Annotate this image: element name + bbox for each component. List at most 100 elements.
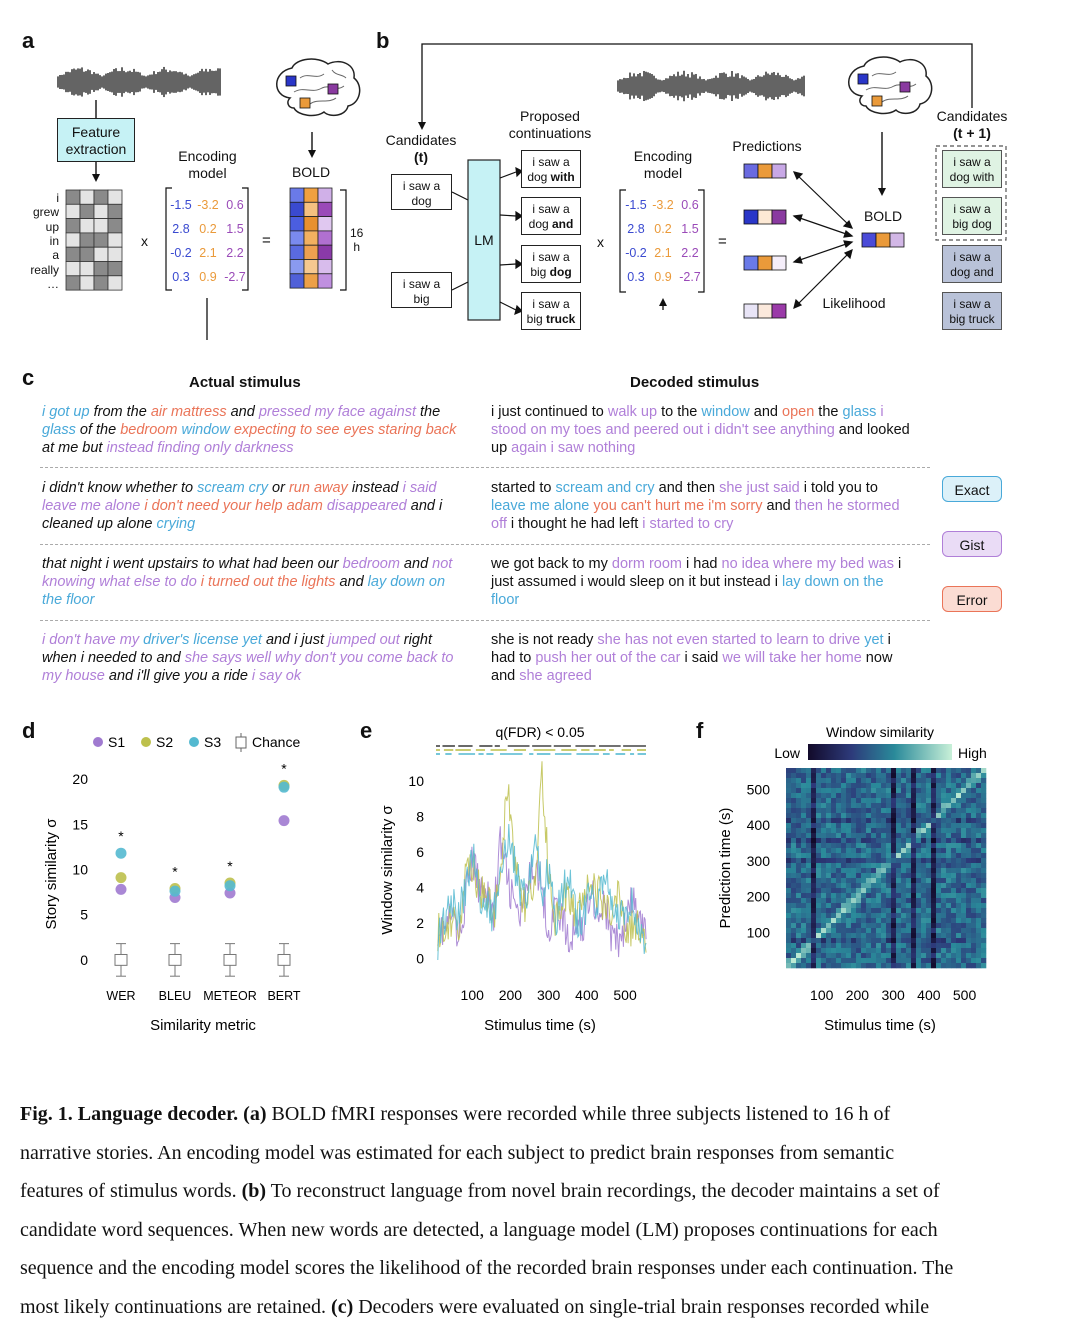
actual-stimulus-header: Actual stimulus: [189, 374, 301, 391]
heatmap-cell: [906, 833, 912, 839]
heatmap-cell: [916, 813, 922, 819]
heatmap-cell: [851, 778, 857, 784]
heatmap-cell: [876, 943, 882, 949]
heatmap-cell: [891, 958, 897, 964]
gist-match-span: then he stormed off: [491, 498, 900, 532]
heatmap-cell: [796, 773, 802, 779]
heatmap-cell: [816, 828, 822, 834]
heatmap-cell: [806, 863, 812, 869]
heatmap-cell: [836, 863, 842, 869]
heatmap-cell: [851, 863, 857, 869]
heatmap-cell: [881, 888, 887, 894]
times-sign-b: x: [597, 234, 604, 250]
heatmap-cell: [861, 948, 867, 954]
heatmap-cell: [786, 813, 792, 819]
heatmap-cell: [826, 873, 832, 879]
heatmap-cell: [866, 778, 872, 784]
heatmap-cell: [861, 798, 867, 804]
heatmap-cell: [811, 868, 817, 874]
heatmap-cell: [811, 898, 817, 904]
heatmap-cell: [816, 888, 822, 894]
chance-legend-icon: [235, 736, 247, 749]
x-tick-label: 300: [881, 987, 905, 1003]
heatmap-cell: [876, 893, 882, 899]
heatmap-cell: [866, 943, 872, 949]
heatmap-cell: [881, 908, 887, 914]
heatmap-cell: [951, 923, 957, 929]
heatmap-cell: [971, 938, 977, 944]
heatmap-cell: [826, 893, 832, 899]
caption-text: features of stimulus words.: [20, 1180, 242, 1203]
exact-match-span: window: [701, 404, 750, 420]
heatmap-cell: [876, 953, 882, 959]
heatmap-cell: [861, 768, 867, 774]
continuation-new-word: with: [550, 170, 575, 184]
heatmap-cell: [816, 878, 822, 884]
heatmap-cell: [801, 963, 807, 969]
heatmap-cell: [936, 783, 942, 789]
heatmap-cell: [906, 943, 912, 949]
heatmap-cell: [886, 938, 892, 944]
encoding-model-label-b: Encoding model: [633, 148, 693, 181]
heatmap-cell: [956, 788, 962, 794]
heatmap-cell: [836, 768, 842, 774]
heatmap-cell: [896, 768, 902, 774]
heatmap-cell: [831, 788, 837, 794]
heatmap-cell: [961, 818, 967, 824]
heatmap-cell: [871, 908, 877, 914]
heatmap-cell: [861, 808, 867, 814]
heatmap-cell: [841, 963, 847, 969]
heatmap-cell: [896, 943, 902, 949]
heatmap-cell: [891, 933, 897, 939]
heatmap-cell: [921, 958, 927, 964]
heatmap-cell: [866, 953, 872, 959]
heatmap-cell: [826, 908, 832, 914]
heatmap-cell: [891, 923, 897, 929]
heatmap-cell: [871, 918, 877, 924]
heatmap-cell: [951, 778, 957, 784]
heatmap-cell: [816, 853, 822, 859]
heatmap-cell: [926, 783, 932, 789]
heatmap-cell: [816, 793, 822, 799]
heatmap-cell: [951, 918, 957, 924]
heatmap-cell: [871, 788, 877, 794]
heatmap-cell: [786, 808, 792, 814]
heatmap-cell: [891, 808, 897, 814]
heatmap-cell: [891, 928, 897, 934]
heatmap-cell: [981, 798, 987, 804]
heatmap-cell: [976, 913, 982, 919]
heatmap-cell: [966, 808, 972, 814]
heatmap-cell: [976, 873, 982, 879]
plain-span: we got back to my: [491, 556, 612, 572]
heatmap-cell: [841, 783, 847, 789]
heatmap-cell: [881, 868, 887, 874]
heatmap-cell: [896, 918, 902, 924]
heatmap-cell: [876, 948, 882, 954]
plain-span: i had: [682, 556, 722, 572]
heatmap-cell: [931, 938, 937, 944]
continuation-box: i saw a dog and: [521, 197, 581, 235]
heatmap-cell: [806, 823, 812, 829]
panel-label-a: a: [22, 28, 35, 53]
caption-line: narrative stories. An encoding model was…: [20, 1134, 1065, 1173]
exact-match-span: lay down on the floor: [491, 574, 884, 608]
heatmap-cell: [961, 798, 967, 804]
heatmap-cell: [786, 888, 792, 894]
heatmap-cell: [931, 933, 937, 939]
heatmap-cell: [791, 768, 797, 774]
heatmap-cell: [921, 888, 927, 894]
heatmap-cell: [876, 788, 882, 794]
heatmap-cell: [821, 848, 827, 854]
heatmap-cell: [886, 883, 892, 889]
exact-match-span: driver's license yet: [143, 632, 262, 648]
caption-line: candidate word sequences. When new words…: [20, 1211, 1065, 1250]
heatmap-cell: [981, 823, 987, 829]
heatmap-cell: [841, 933, 847, 939]
heatmap-cell: [881, 788, 887, 794]
heatmap-cell: [951, 823, 957, 829]
heatmap-cell: [891, 908, 897, 914]
heatmap-cell: [906, 933, 912, 939]
heatmap-cell: [796, 783, 802, 789]
heatmap-cell: [906, 803, 912, 809]
heatmap-cell: [926, 833, 932, 839]
